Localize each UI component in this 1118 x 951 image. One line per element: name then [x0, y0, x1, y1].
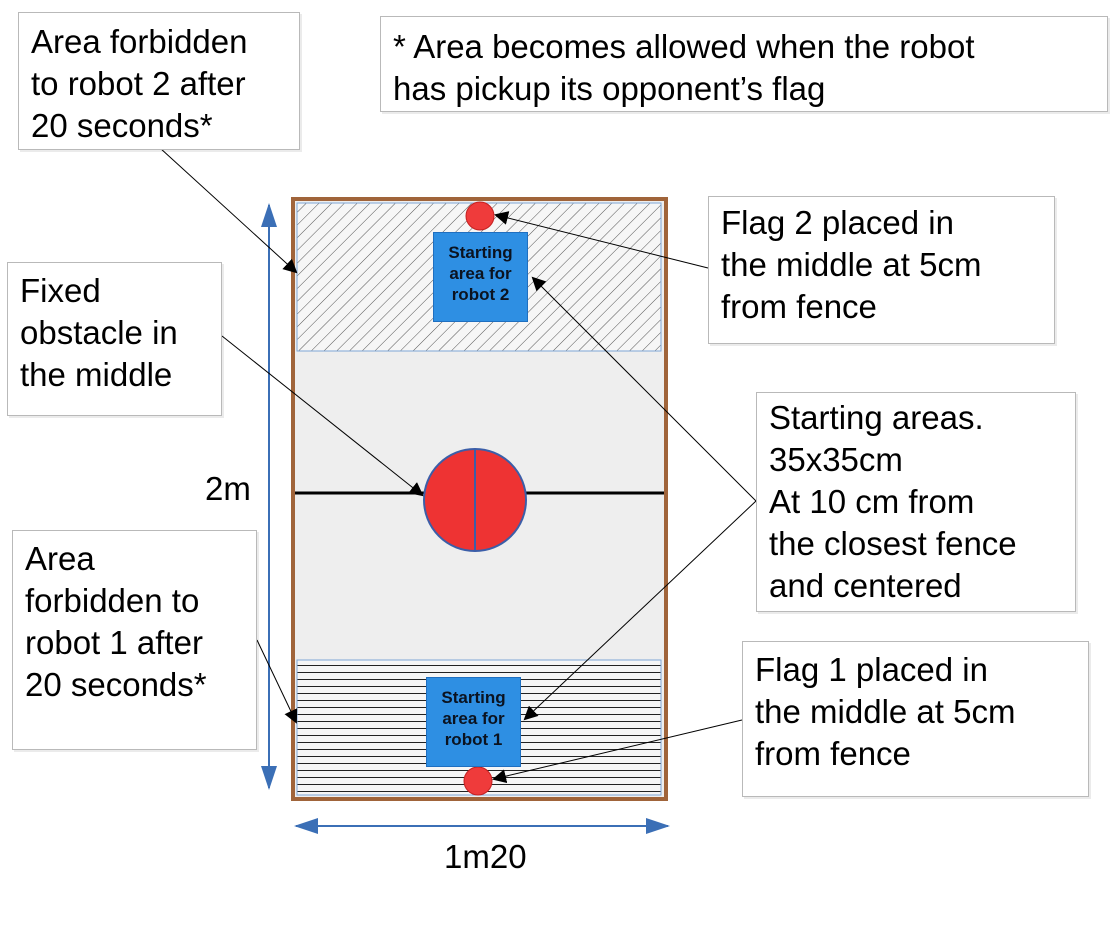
fence [291, 197, 668, 801]
flag-1 [463, 766, 493, 796]
height-dimension-label: 2m [205, 470, 251, 507]
starting-area-robot-1: Starting area for robot 1 [426, 677, 521, 767]
leader-fixed-obstacle [221, 335, 424, 497]
callout-note: * Area becomes allowed when the robot ha… [380, 16, 1108, 112]
leader-forbidden-robot-2 [159, 147, 298, 274]
leader-forbidden-robot-1 [256, 639, 298, 724]
leader-start-robot-2 [531, 276, 757, 502]
callout-forbidden-robot-1: Area forbidden to robot 1 after 20 secon… [12, 530, 257, 750]
callout-forbidden-robot-2: Area forbidden to robot 2 after 20 secon… [18, 12, 300, 150]
leader-flag-2 [494, 211, 709, 269]
callout-flag-1: Flag 1 placed in the middle at 5cm from … [742, 641, 1089, 797]
leader-flag-1 [492, 719, 743, 784]
width-dimension-label: 1m20 [444, 838, 527, 875]
callout-fixed-obstacle: Fixed obstacle in the middle [7, 262, 222, 416]
callout-starting-areas: Starting areas. 35x35cm At 10 cm from th… [756, 392, 1076, 612]
starting-area-robot-2: Starting area for robot 2 [433, 232, 528, 322]
leader-start-robot-1 [523, 500, 757, 721]
callout-flag-2: Flag 2 placed in the middle at 5cm from … [708, 196, 1055, 344]
flag-2 [465, 201, 495, 231]
